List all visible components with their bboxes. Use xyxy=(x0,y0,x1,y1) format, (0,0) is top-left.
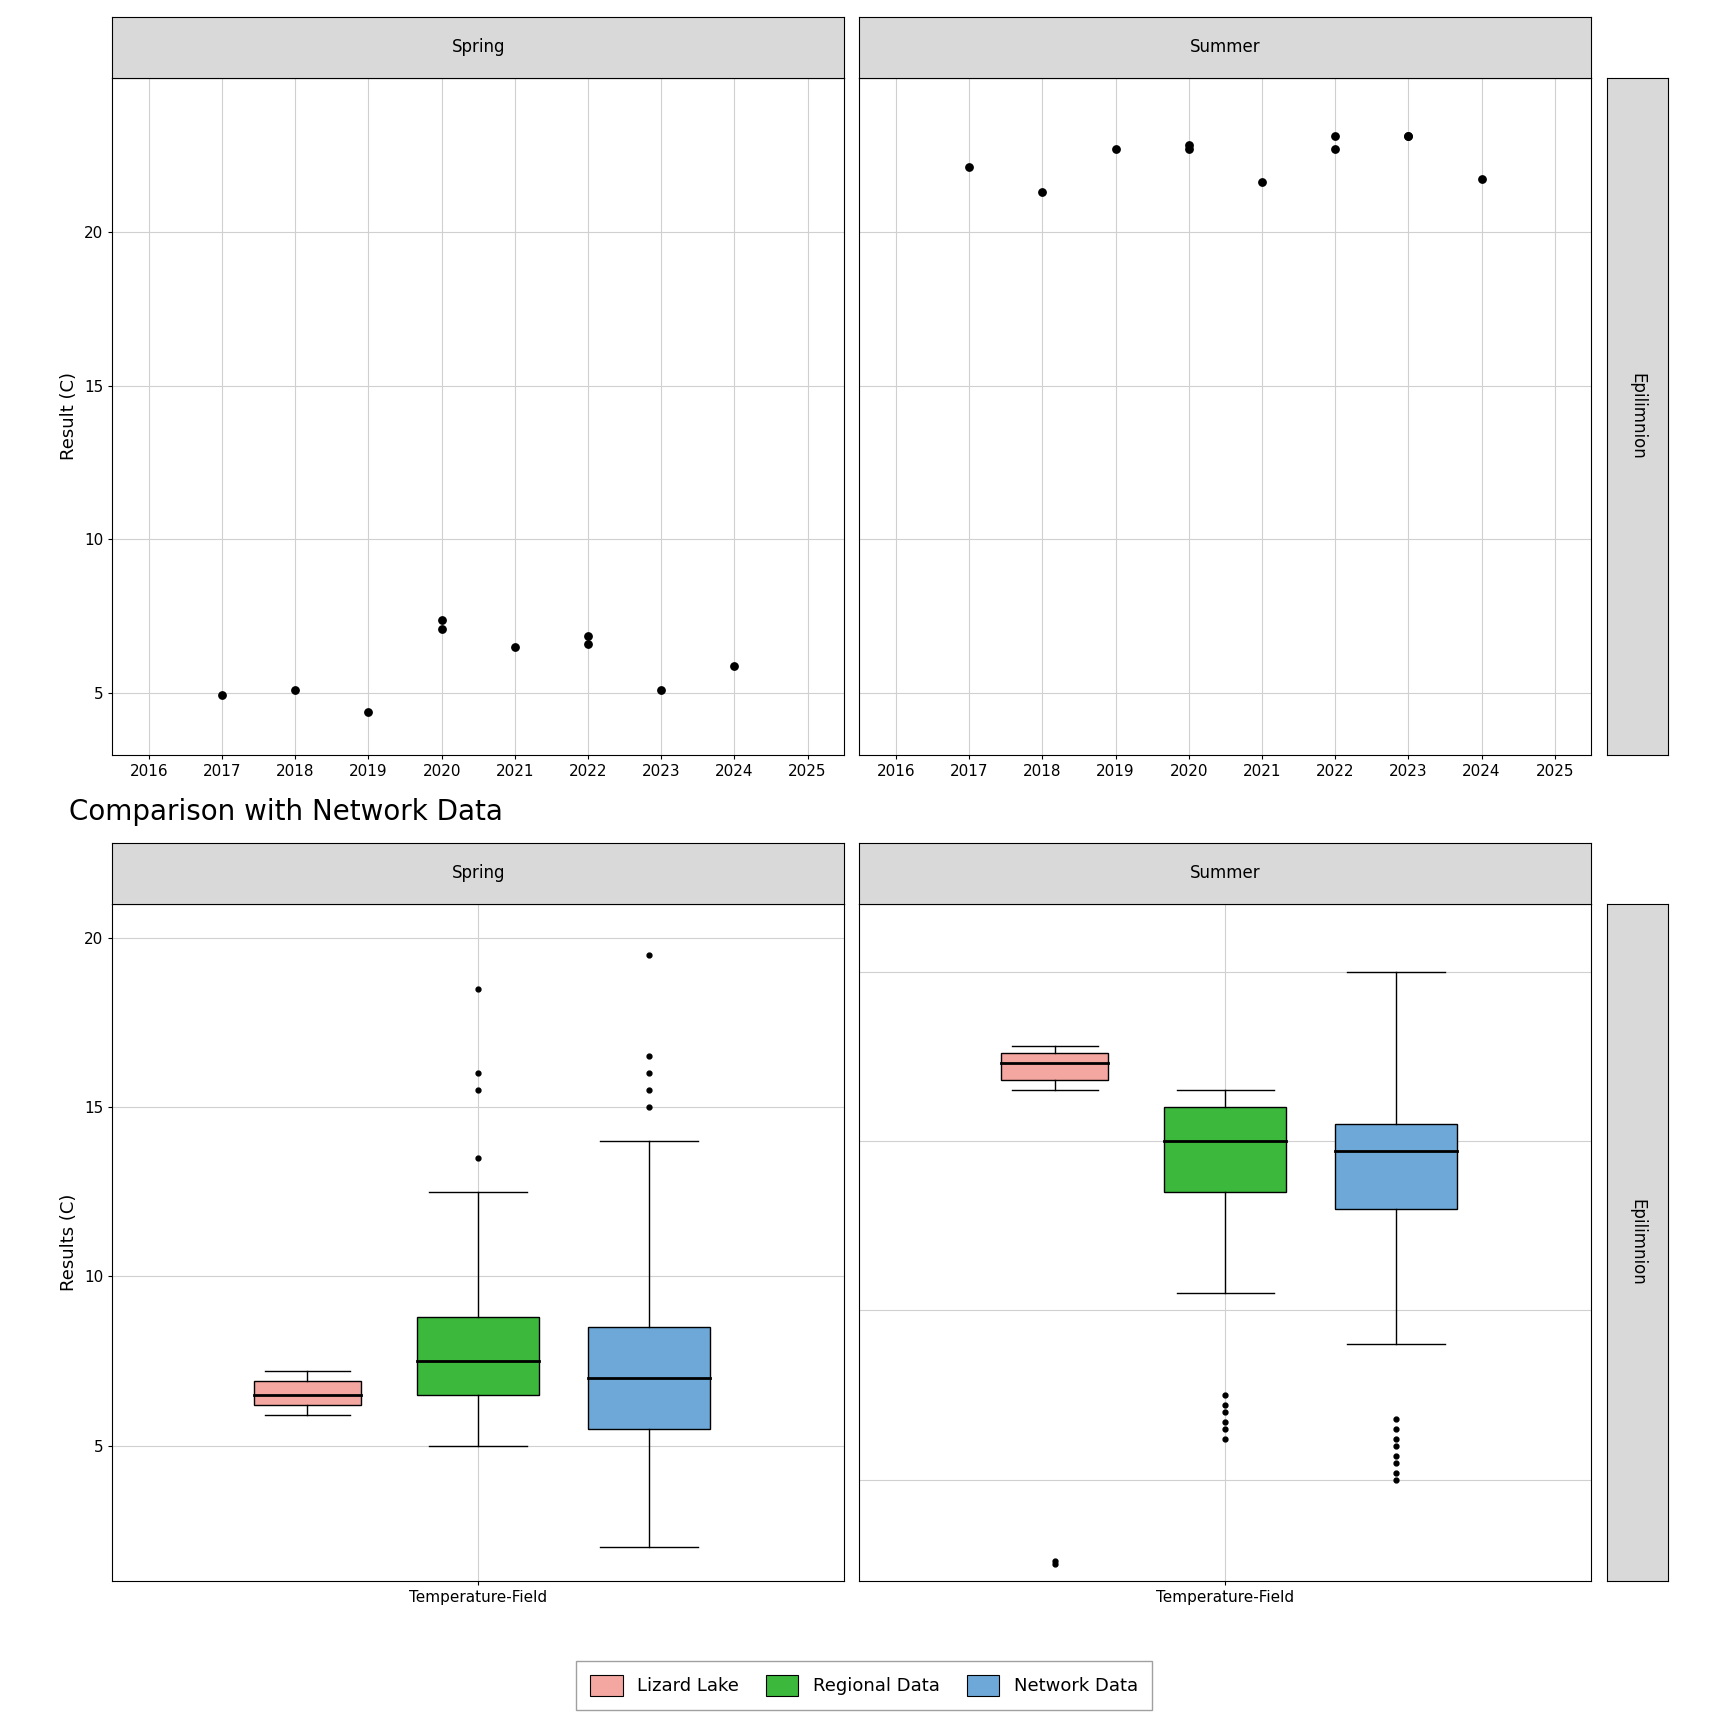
Text: Comparison with Network Data: Comparison with Network Data xyxy=(69,798,503,826)
Point xyxy=(429,615,456,643)
Point xyxy=(1175,131,1203,159)
Text: Epilimnion: Epilimnion xyxy=(1628,373,1647,460)
Point xyxy=(956,154,983,181)
Point xyxy=(1394,123,1422,150)
Point xyxy=(1175,135,1203,162)
Point xyxy=(209,681,237,708)
Point xyxy=(1467,166,1495,194)
Point xyxy=(1394,123,1422,150)
Point xyxy=(501,634,529,662)
Y-axis label: Result (C): Result (C) xyxy=(60,372,78,460)
Point xyxy=(574,631,601,658)
Point xyxy=(282,676,309,703)
Point xyxy=(1248,169,1275,197)
Point xyxy=(1322,135,1350,162)
Point xyxy=(1322,123,1350,150)
Point xyxy=(1102,135,1130,162)
Point xyxy=(1028,178,1056,206)
Point xyxy=(429,607,456,634)
Bar xyxy=(1165,1108,1286,1192)
Bar xyxy=(416,1317,539,1394)
Bar xyxy=(254,1381,361,1405)
Point xyxy=(648,676,676,703)
Bar xyxy=(1001,1052,1108,1080)
Y-axis label: Results (C): Results (C) xyxy=(60,1194,78,1291)
Point xyxy=(354,698,382,726)
Bar xyxy=(1336,1123,1457,1208)
Legend: Lizard Lake, Regional Data, Network Data: Lizard Lake, Regional Data, Network Data xyxy=(575,1661,1153,1711)
Point xyxy=(721,651,748,679)
Bar xyxy=(588,1327,710,1429)
Text: Epilimnion: Epilimnion xyxy=(1628,1199,1647,1286)
Point xyxy=(574,622,601,650)
